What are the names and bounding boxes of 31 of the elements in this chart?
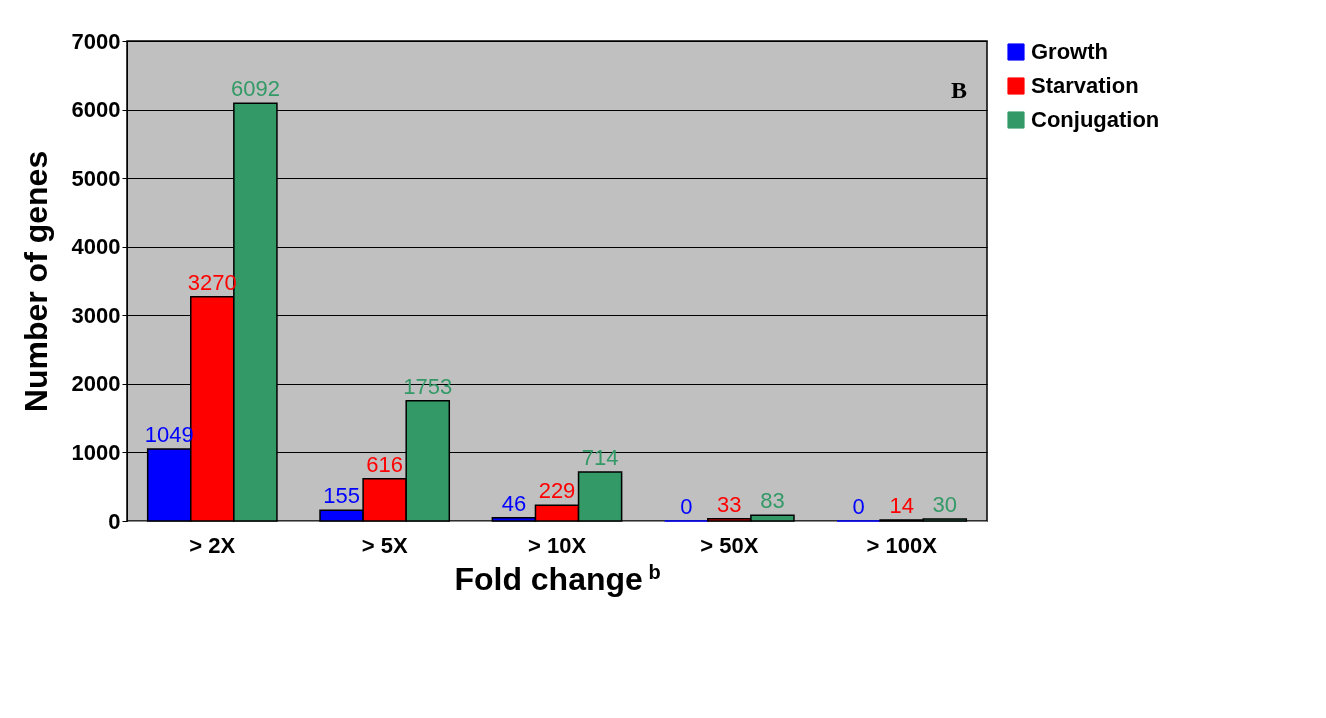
- data-label: 14: [889, 493, 914, 519]
- y-tick-label: 6000: [71, 97, 121, 123]
- y-tick-label: 2000: [71, 371, 121, 397]
- data-label: 30: [932, 491, 958, 517]
- legend-label: Starvation: [1031, 73, 1139, 98]
- y-tick-label: 0: [108, 508, 121, 534]
- data-label: 229: [538, 478, 576, 504]
- annotation: B: [950, 77, 967, 103]
- data-label: 6092: [230, 76, 280, 102]
- x-tick-label: > 5X: [361, 532, 408, 558]
- legend-label: Conjugation: [1031, 107, 1160, 132]
- data-label: 0: [680, 494, 693, 519]
- y-tick-label: 1000: [71, 439, 121, 465]
- data-label: 83: [760, 488, 785, 514]
- y-tick-label: 5000: [71, 165, 121, 191]
- y-tick-label: 3000: [71, 302, 121, 328]
- y-tick-label: 7000: [71, 28, 121, 54]
- data-label: 616: [366, 451, 404, 477]
- data-label: 46: [501, 490, 527, 516]
- x-tick-label: > 100X: [866, 532, 938, 558]
- x-tick-label: > 50X: [700, 532, 759, 558]
- data-label: 714: [581, 445, 619, 471]
- data-label: 155: [323, 483, 360, 509]
- x-tick-label: > 2X: [189, 532, 236, 558]
- x-tick-label: > 10X: [527, 532, 587, 558]
- legend-label: Growth: [1031, 39, 1108, 64]
- y-axis-title: Number of genes: [17, 150, 54, 413]
- y-tick-label: 4000: [71, 234, 121, 260]
- x-axis-title: Fold change $^{b}$: [454, 560, 661, 597]
- data-label: 0: [852, 494, 865, 519]
- data-label: 33: [717, 491, 742, 517]
